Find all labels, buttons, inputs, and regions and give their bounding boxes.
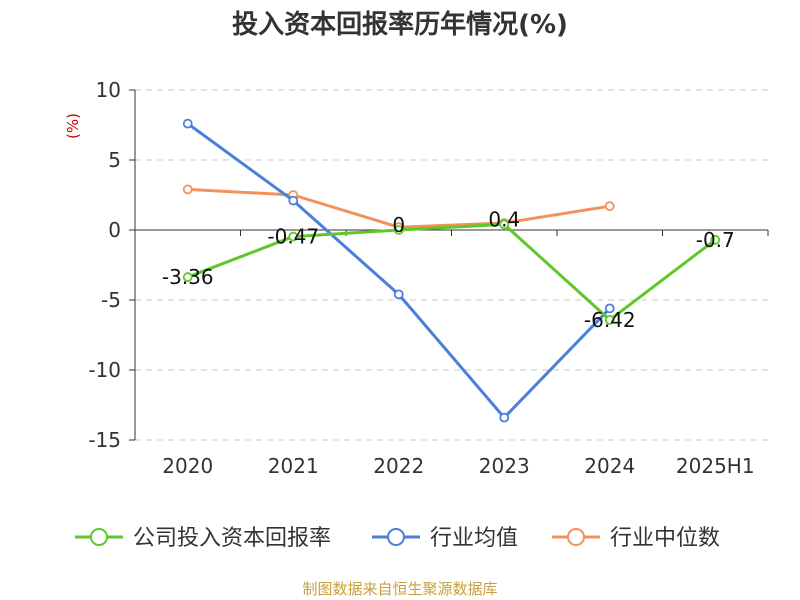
chart-title: 投入资本回报率历年情况(%) <box>232 9 568 40</box>
legend-swatch-marker <box>567 528 585 546</box>
legend: 公司投入资本回报率 行业均值 行业中位数 <box>75 526 720 551</box>
legend-label: 公司投入资本回报率 <box>133 526 331 551</box>
data-point <box>288 231 299 242</box>
x-tick-label: 2020 <box>162 454 213 478</box>
x-tick-label: 2025H1 <box>676 454 755 478</box>
x-tick-label: 2023 <box>479 454 530 478</box>
legend-label: 行业均值 <box>430 526 518 551</box>
data-point <box>182 184 193 195</box>
data-label: -6.42 <box>584 308 636 332</box>
data-label: -0.47 <box>267 225 319 249</box>
y-tick-label: 10 <box>96 78 121 102</box>
data-point <box>499 412 510 423</box>
y-tick-label: -5 <box>101 288 121 312</box>
y-axis-unit: (%) <box>64 113 82 139</box>
data-point <box>393 225 404 235</box>
data-label: 0 <box>392 213 405 237</box>
legend-label: 行业中位数 <box>610 526 720 551</box>
y-tick-label: -10 <box>88 358 121 382</box>
data-point <box>288 195 299 206</box>
data-point <box>182 272 193 282</box>
source-footer: 制图数据来自恒生聚源数据库 <box>302 580 497 598</box>
legend-swatch-marker <box>90 528 108 546</box>
x-tick-label: 2024 <box>584 454 635 478</box>
data-point <box>499 219 510 230</box>
series-lines <box>182 118 721 423</box>
data-point <box>182 118 193 129</box>
data-point <box>604 314 615 325</box>
grid-lines <box>135 89 768 441</box>
y-tick-label: 5 <box>108 148 121 172</box>
data-label: -0.7 <box>696 228 735 252</box>
data-label: -3.36 <box>162 265 214 289</box>
data-label: 0.4 <box>488 207 520 231</box>
axes: 10 5 0 -5 -10 -15 2020 2021 2022 2023 2024 2025H1 <box>88 78 769 478</box>
x-tick-label: 2021 <box>268 454 319 478</box>
data-point <box>710 234 721 245</box>
data-labels: -3.36 -0.47 0 0.4 -6.42 -0.7 <box>162 207 735 331</box>
y-tick-label: 0 <box>108 218 121 242</box>
data-point <box>604 303 615 314</box>
series-line <box>187 222 717 322</box>
x-tick-label: 2022 <box>373 454 424 478</box>
series-line <box>186 122 611 420</box>
y-tick-label: -15 <box>88 428 121 452</box>
legend-swatch-marker <box>387 528 405 546</box>
data-point <box>604 201 615 212</box>
data-point <box>393 289 404 300</box>
